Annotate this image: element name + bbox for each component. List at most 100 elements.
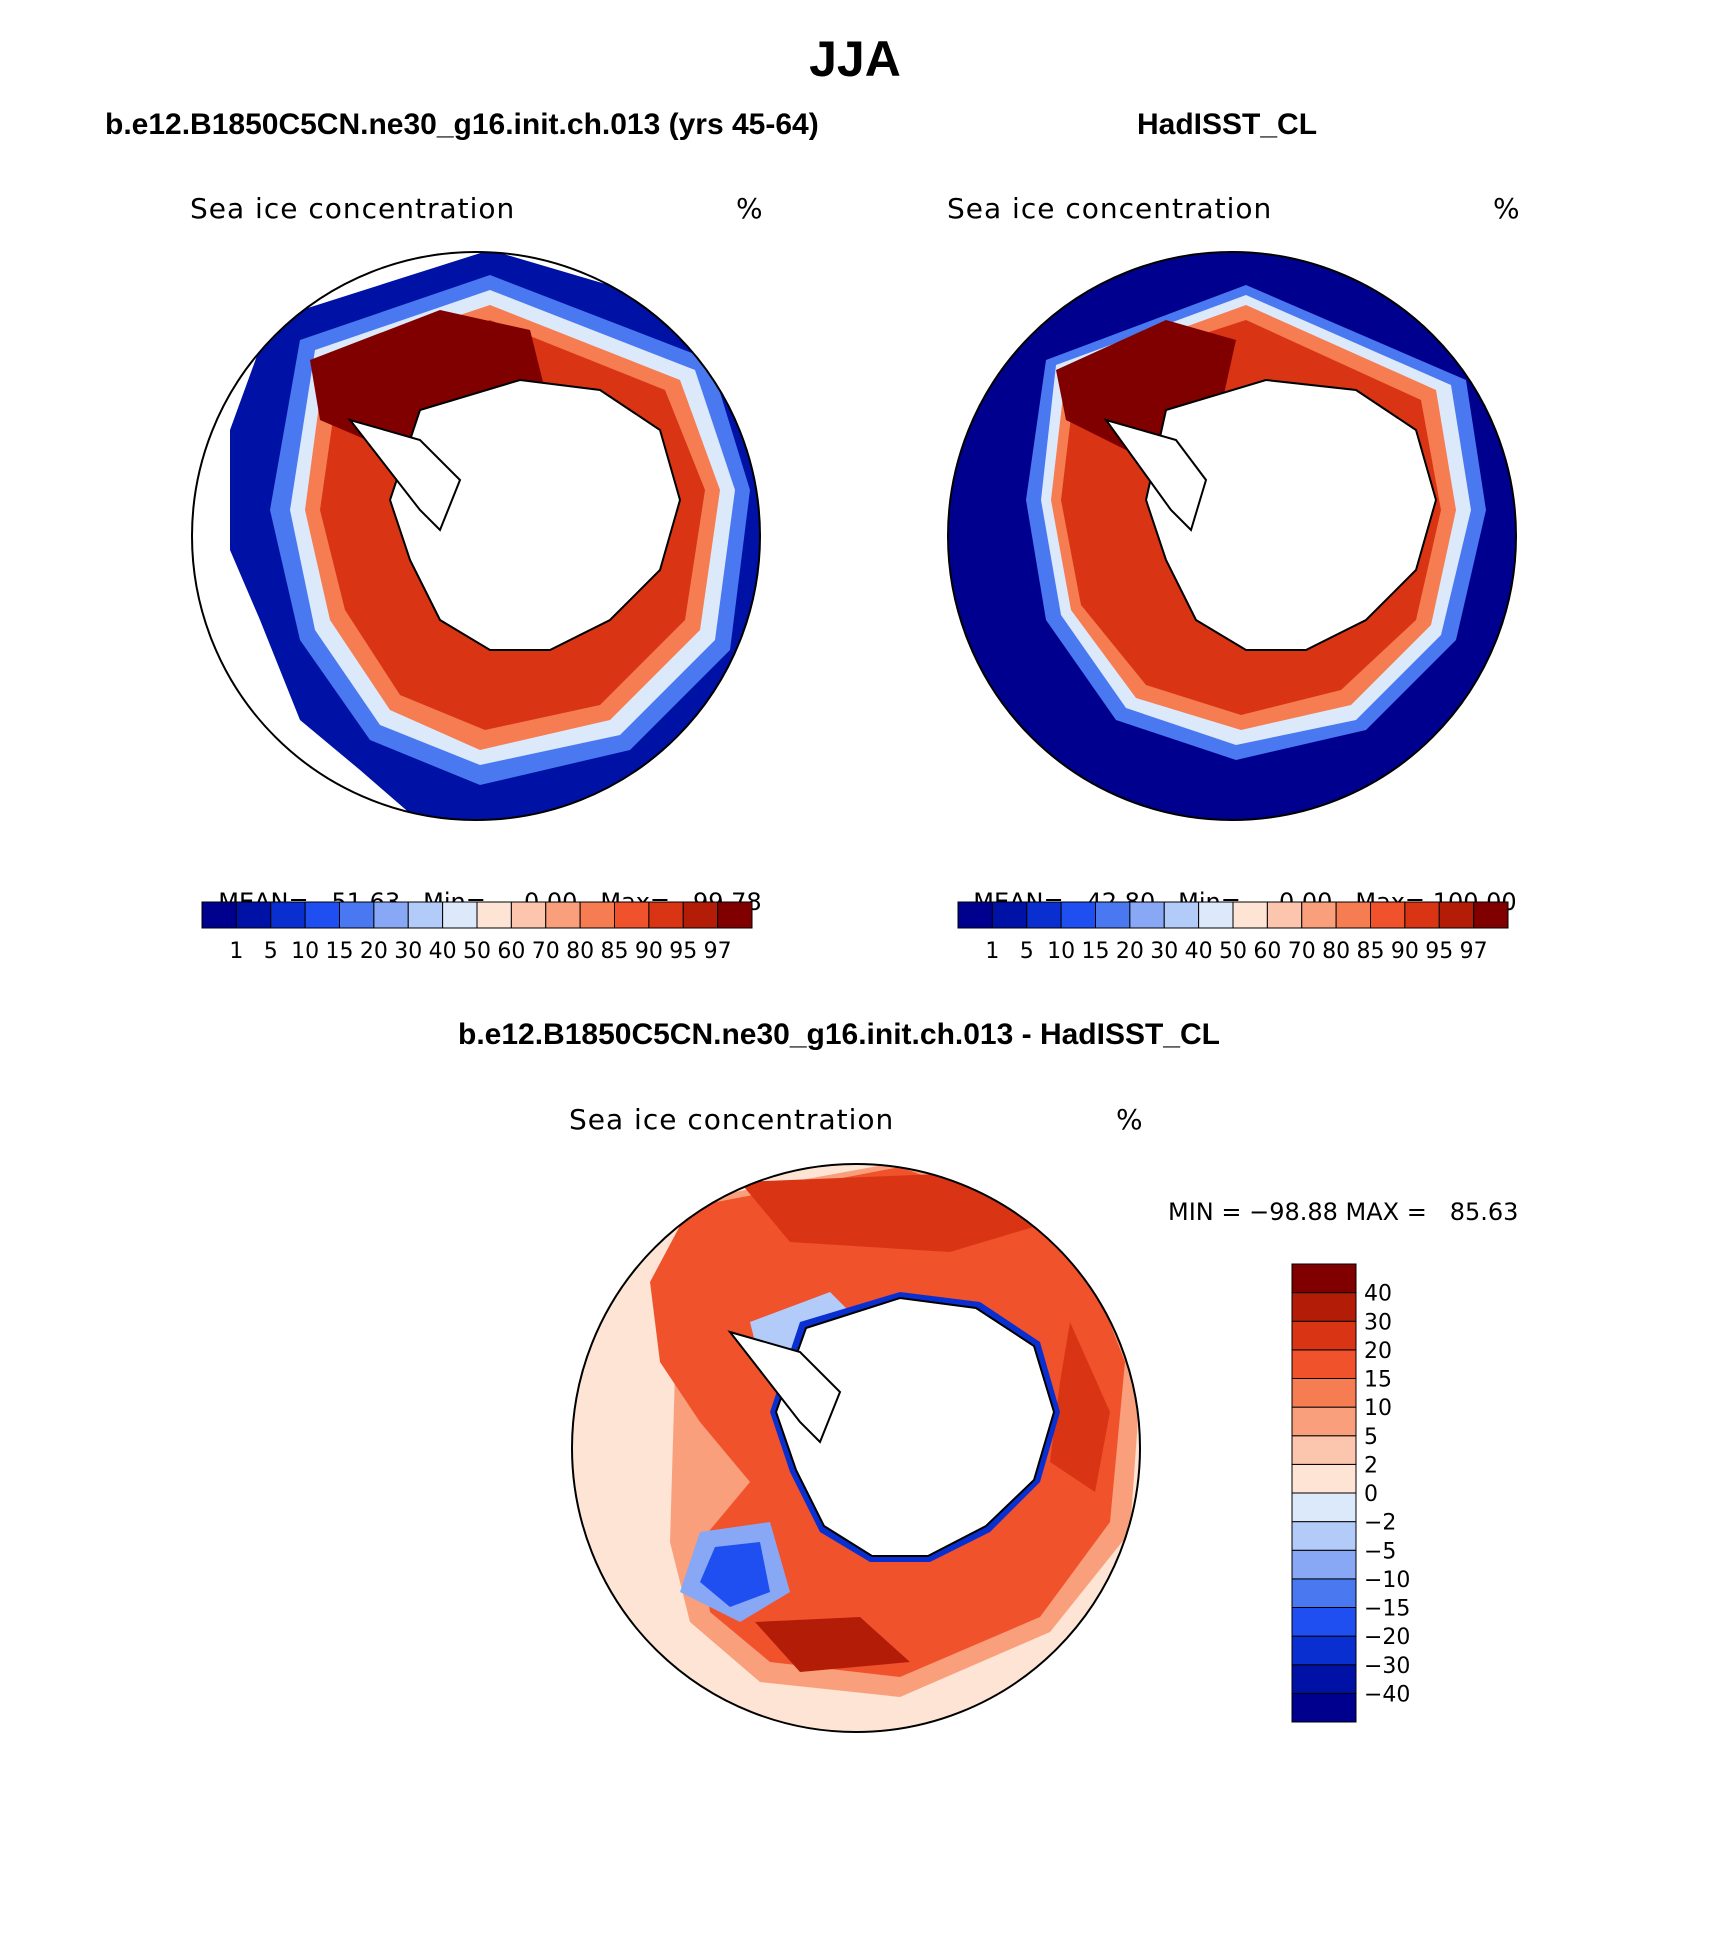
model-antarctic-peninsula — [347, 418, 462, 532]
panel-3-colorbar-swatch — [1291, 1435, 1357, 1465]
model-antarctica-landmass — [388, 378, 682, 651]
panel-2-colorbar-swatch — [1060, 901, 1096, 929]
panel-3-colorbar-swatch — [1291, 1692, 1357, 1723]
panel-3-colorbar-tick-label: 2 — [1364, 1453, 1378, 1478]
panel-1-colorbar-swatch — [304, 901, 340, 929]
panel-1-colorbar-tick-label: 20 — [360, 939, 388, 964]
panel-3-colorbar-tick-label: 0 — [1364, 1482, 1378, 1507]
panel-1-colorbar-tick-label: 70 — [532, 939, 560, 964]
panel-3-colorbar-tick-label: 15 — [1364, 1368, 1392, 1393]
panel-1-colorbar-tick-label: 15 — [326, 939, 354, 964]
panel-1-colorbar-tick-label: 10 — [291, 939, 319, 964]
panel-2-colorbar-tick-label: 97 — [1460, 939, 1488, 964]
panel-2-colorbar-tick-label: 70 — [1288, 939, 1316, 964]
panel-1-variable-label: Sea ice concentration — [190, 192, 516, 225]
panel-2-colorbar-swatch — [1404, 901, 1440, 929]
panel-3-colorbar-swatch — [1291, 1349, 1357, 1379]
panel-3-variable-label: Sea ice concentration — [569, 1103, 895, 1136]
panel-2-colorbar-tick-label: 85 — [1357, 939, 1385, 964]
panel-3-colorbar-tick-label: −5 — [1364, 1539, 1396, 1564]
panel-2-polar-map — [947, 251, 1517, 821]
panel-2-colorbar-swatch — [1163, 901, 1200, 929]
panel-3-title: b.e12.B1850C5CN.ne30_g16.init.ch.013 - H… — [458, 1018, 1220, 1051]
panel-1-title: b.e12.B1850C5CN.ne30_g16.init.ch.013 (yr… — [105, 108, 819, 141]
panel-3-colorbar-swatch — [1291, 1635, 1357, 1666]
panel-1-colorbar-swatch — [545, 901, 581, 929]
panel-3-colorbar-swatch — [1291, 1492, 1357, 1523]
panel-1-units-label: % — [736, 192, 764, 225]
panel-2-colorbar-tick-label: 80 — [1322, 939, 1350, 964]
panel-2-map-border — [947, 251, 1517, 821]
panel-2-colorbar-swatch — [1473, 901, 1509, 929]
panel-3-map-border — [571, 1163, 1141, 1733]
panel-2-colorbar-swatch — [1438, 901, 1475, 929]
panel-2-colorbar-swatch — [1095, 901, 1131, 929]
panel-3-colorbar-swatch — [1291, 1549, 1357, 1580]
panel-1-colorbar-swatch — [510, 901, 547, 929]
panel-2-colorbar-swatch — [1370, 901, 1406, 929]
panel-3-colorbar-tick-label: 20 — [1364, 1339, 1392, 1364]
panel-2-colorbar-tick-label: 30 — [1150, 939, 1178, 964]
panel-1-colorbar-tick-label: 90 — [635, 939, 663, 964]
panel-2-colorbar-tick-label: 90 — [1391, 939, 1419, 964]
panel-3-colorbar-swatch — [1291, 1463, 1357, 1494]
panel-3-colorbar-swatch — [1291, 1292, 1357, 1322]
panel-2-units-label: % — [1493, 192, 1521, 225]
panel-2-colorbar-swatch — [1198, 901, 1234, 929]
panel-2-colorbar-tick-label: 15 — [1082, 939, 1110, 964]
panel-1-colorbar-swatch — [442, 901, 478, 929]
panel-2-colorbar-tick-label: 95 — [1425, 939, 1453, 964]
panel-3-colorbar-tick-label: −30 — [1364, 1654, 1410, 1679]
panel-3-colorbar-swatch — [1291, 1578, 1357, 1608]
panel-3-colorbar-swatch — [1291, 1378, 1357, 1408]
panel-1-colorbar-swatch — [270, 901, 306, 929]
panel-1-colorbar-swatch — [648, 901, 684, 929]
panel-3-colorbar-tick-label: −2 — [1364, 1511, 1396, 1536]
difference-antarctica-landmass — [774, 1296, 1056, 1557]
panel-3-colorbar-tick-label: 30 — [1364, 1310, 1392, 1335]
panel-1-colorbar-swatch — [201, 901, 237, 929]
panel-1-colorbar-swatch — [579, 901, 615, 929]
panel-2-title: HadISST_CL — [1137, 108, 1318, 141]
panel-2-colorbar-swatch — [1335, 901, 1371, 929]
panel-3-minmax: MIN = −98.88 MAX = 85.63 — [1168, 1198, 1519, 1226]
panel-2-colorbar-swatch — [1232, 901, 1268, 929]
panel-1-colorbar-swatch — [373, 901, 409, 929]
panel-2-colorbar-swatch — [991, 901, 1028, 929]
panel-3-colorbar-tick-label: 40 — [1364, 1282, 1392, 1307]
panel-2-colorbar-swatch — [1266, 901, 1303, 929]
panel-1-colorbar-swatch — [682, 901, 719, 929]
panel-3-colorbar-tick-label: 10 — [1364, 1396, 1392, 1421]
panel-1-colorbar-tick-label: 50 — [463, 939, 491, 964]
panel-2-colorbar-tick-label: 1 — [985, 939, 999, 964]
panel-2-colorbar-tick-label: 20 — [1116, 939, 1144, 964]
panel-1-colorbar-tick-label: 80 — [566, 939, 594, 964]
panel-2-colorbar-tick-label: 10 — [1047, 939, 1075, 964]
panel-1-colorbar-tick-label: 60 — [497, 939, 525, 964]
panel-2-colorbar-swatch — [1129, 901, 1165, 929]
panel-1-colorbar-swatch — [717, 901, 753, 929]
panel-1-colorbar-tick-label: 1 — [229, 939, 243, 964]
panel-2-colorbar-tick-label: 40 — [1185, 939, 1213, 964]
panel-1-colorbar-swatch — [476, 901, 512, 929]
panel-1-colorbar-tick-label: 95 — [669, 939, 697, 964]
panel-1-colorbar-tick-label: 30 — [394, 939, 422, 964]
panel-1-colorbar-tick-label: 5 — [264, 939, 278, 964]
panel-2-colorbar-tick-label: 60 — [1253, 939, 1281, 964]
panel-3-colorbar-tick-label: −40 — [1364, 1682, 1410, 1707]
panel-3-polar-map — [571, 1163, 1141, 1733]
panel-1-colorbar-swatch — [614, 901, 650, 929]
panel-2-variable-label: Sea ice concentration — [947, 192, 1273, 225]
panel-2-colorbar-swatch — [957, 901, 993, 929]
panel-3-colorbar-swatch — [1291, 1664, 1357, 1694]
panel-1-colorbar-tick-label: 85 — [601, 939, 629, 964]
panel-2-colorbar-swatch — [1301, 901, 1337, 929]
panel-3-units-label: % — [1116, 1103, 1144, 1136]
panel-1-colorbar-swatch — [339, 901, 375, 929]
panel-1-colorbar-tick-label: 40 — [429, 939, 457, 964]
difference-antarctic-peninsula — [727, 1330, 842, 1444]
panel-3-colorbar-swatch — [1291, 1263, 1357, 1294]
panel-3-colorbar-tick-label: 5 — [1364, 1425, 1378, 1450]
panel-1-polar-map — [191, 251, 761, 821]
